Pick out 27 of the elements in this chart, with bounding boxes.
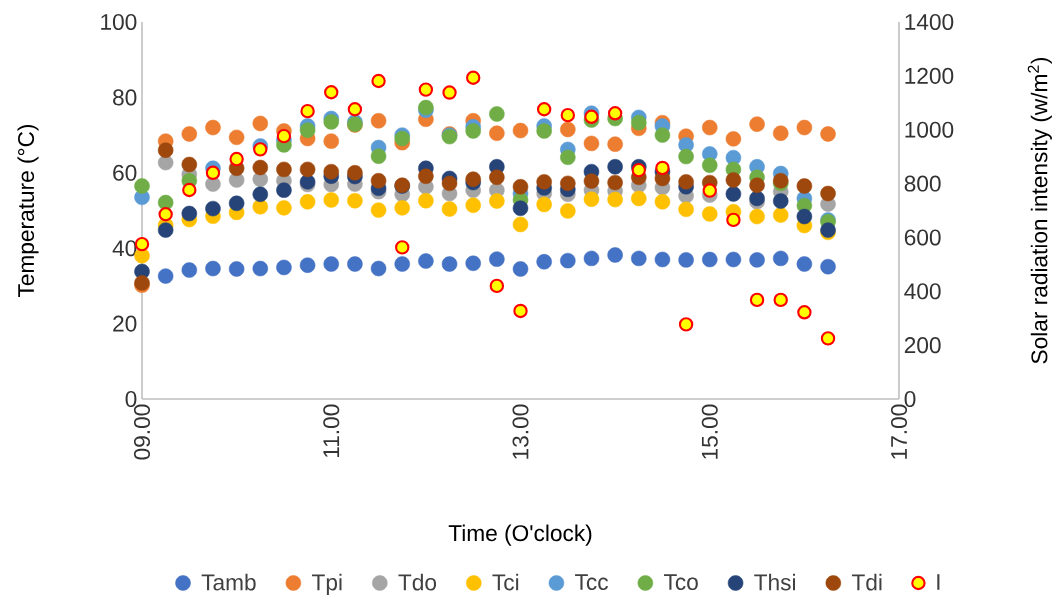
x-tick-label: 11.00 (323, 404, 340, 458)
y-tick-label: 20 (113, 315, 137, 332)
legend-label: Tdi (851, 573, 882, 591)
y-tick-label: 80 (113, 89, 137, 106)
legend-label: Tpi (312, 573, 342, 595)
y-tick-label: 40 (112, 240, 137, 257)
y2-tick-label: 600 (904, 229, 941, 246)
legend-label: Tcc (575, 574, 608, 591)
legend-label: Thsi (754, 573, 795, 591)
y-tick-label: 60 (113, 164, 137, 181)
y2-tick-label: 1000 (905, 121, 954, 138)
y2-tick-label: 1400 (905, 13, 954, 31)
x-tick-label: 15.00 (701, 404, 718, 459)
y2-tick-label: 800 (904, 175, 941, 192)
y2-tick-label: 200 (904, 337, 941, 354)
legend-label: Tamb (201, 573, 256, 591)
y2-axis-title: Solar radiation intensity (w/m$^{2}$) (1027, 57, 1052, 364)
legend-label: Tdo (398, 573, 437, 591)
legend-label: I (937, 574, 940, 590)
y2-tick-label: 1200 (905, 67, 954, 84)
y-axis-title: Temperature (°C) (17, 124, 39, 298)
y-tick-label: 100 (101, 13, 137, 31)
x-tick-label: 13.00 (512, 404, 529, 459)
x-axis-title: Time (O'clock) (448, 524, 592, 546)
y2-tick-label: 400 (904, 283, 941, 300)
legend-label: Tco (664, 574, 698, 591)
legend-label: Tci (492, 573, 519, 591)
